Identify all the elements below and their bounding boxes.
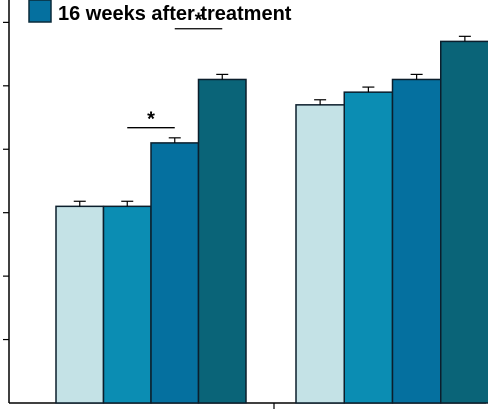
y-axis [3, 0, 10, 403]
bar [150, 142, 200, 404]
bar [295, 104, 345, 404]
significance-star: * [195, 10, 203, 32]
bar [197, 78, 247, 404]
legend: 16 weeks after treatment [28, 0, 292, 25]
legend-swatch [28, 0, 52, 23]
bar [343, 91, 394, 404]
legend-label: 16 weeks after treatment [58, 3, 292, 25]
bar [55, 205, 105, 404]
significance-markers: *** [127, 10, 223, 131]
significance-star: * [147, 109, 155, 131]
bar [102, 205, 152, 404]
bars [55, 35, 488, 404]
x-axis [9, 402, 486, 409]
bar [391, 78, 442, 404]
bar [440, 40, 488, 404]
